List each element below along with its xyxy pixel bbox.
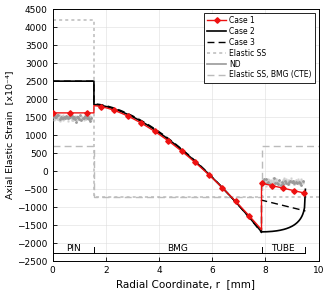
Text: BMG: BMG (167, 244, 188, 253)
Legend: Case 1, Case 2, Case 3, Elastic SS, ND, Elastic SS, BMG (CTE): Case 1, Case 2, Case 3, Elastic SS, ND, … (204, 13, 315, 83)
X-axis label: Radial Coordinate, r  [mm]: Radial Coordinate, r [mm] (116, 279, 255, 289)
Y-axis label: Axial Elastic Strain  [x10⁻⁴]: Axial Elastic Strain [x10⁻⁴] (6, 71, 15, 199)
Text: PIN: PIN (66, 244, 81, 253)
Text: TUBE: TUBE (272, 244, 295, 253)
